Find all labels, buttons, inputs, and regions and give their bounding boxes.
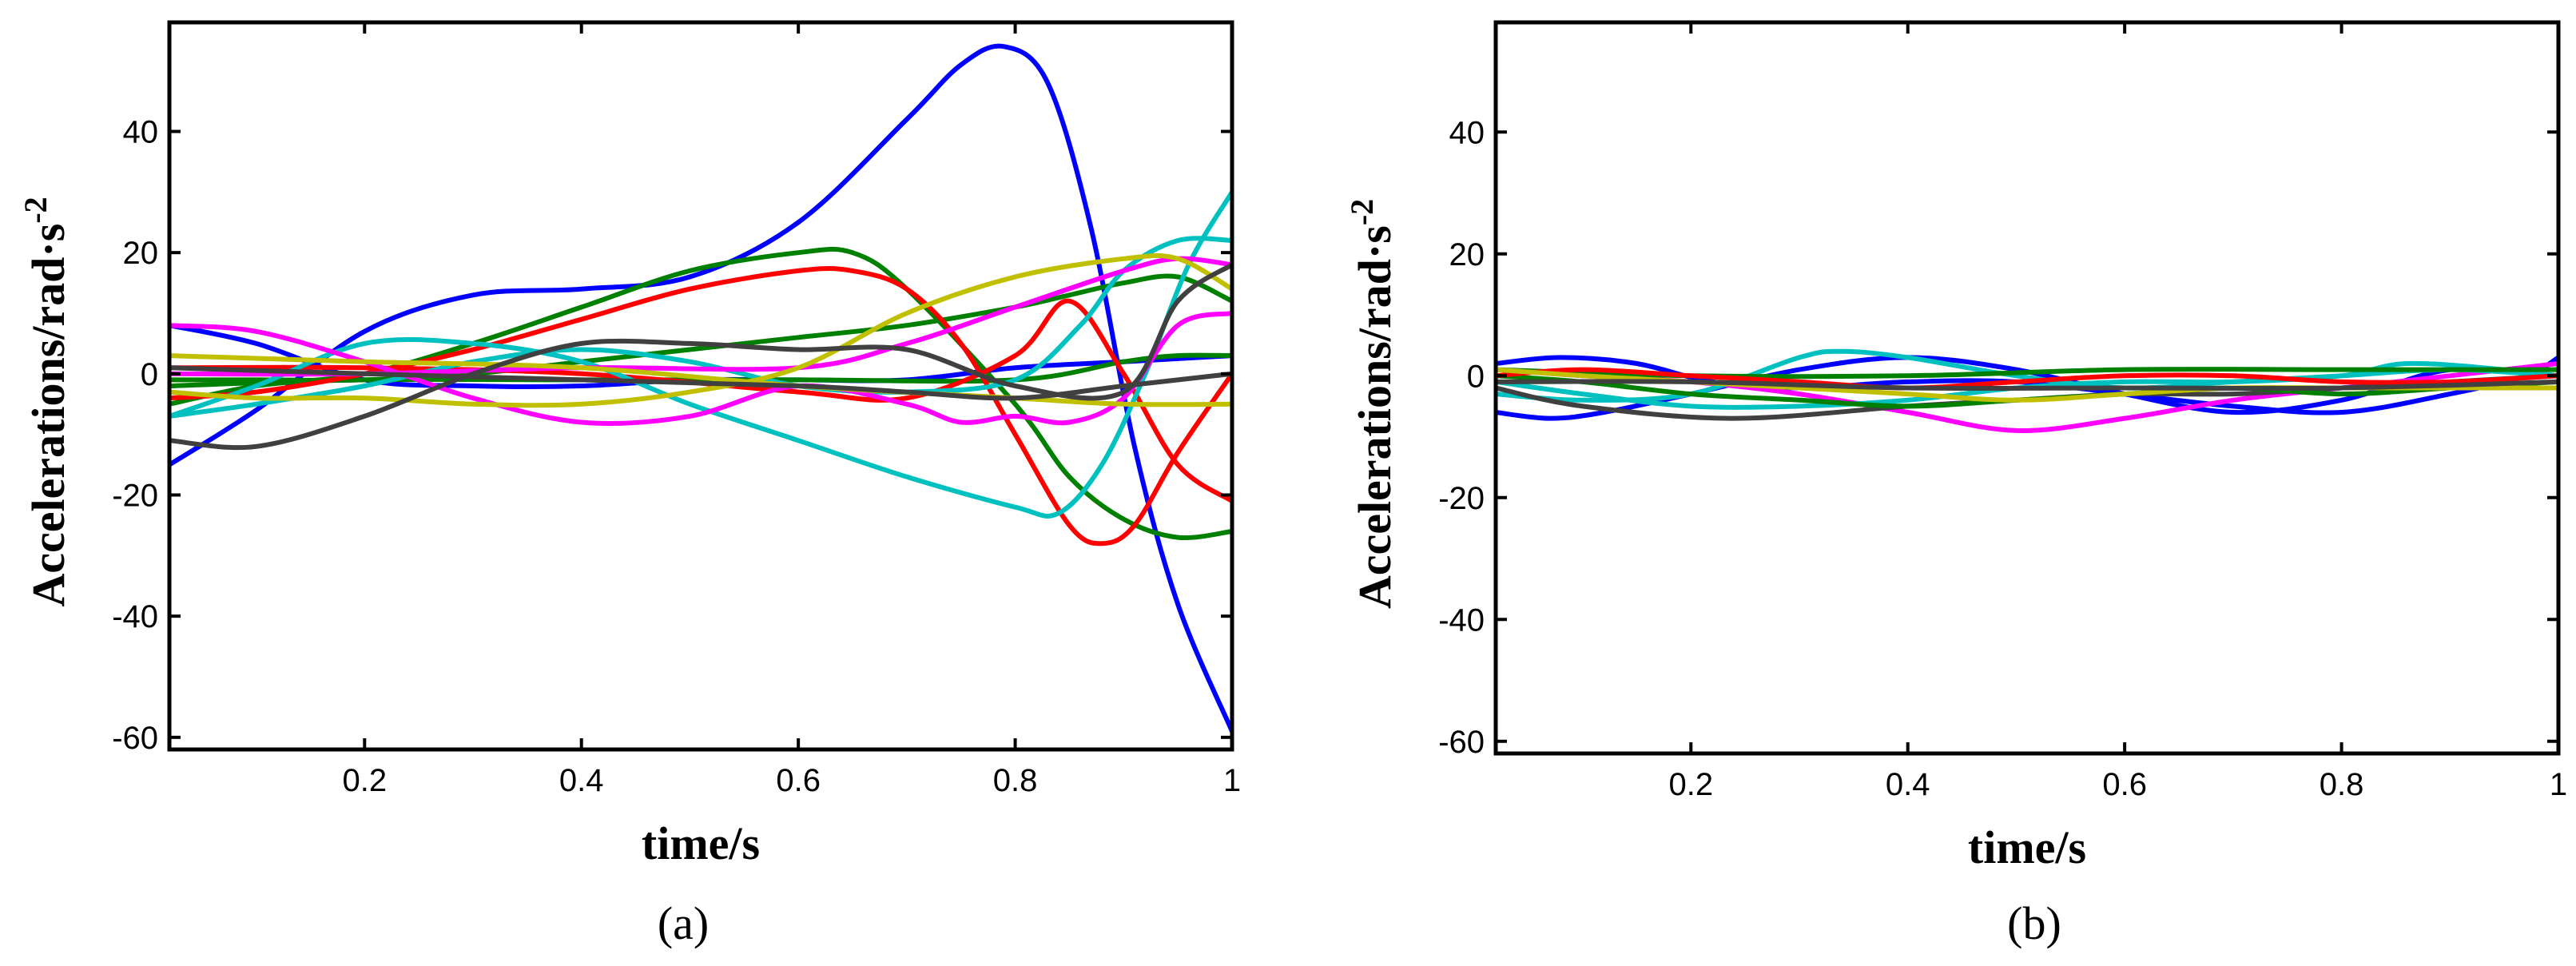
series-line-blue-1-a (169, 43, 1232, 734)
series-line-cyan-2-a (169, 236, 1232, 419)
series-line-cyan-1-a (169, 189, 1232, 519)
panel-b: 0.2 0.4 0.6 0.8 1 -60 -40 -20 0 20 40 time/s Acce… (1344, 20, 2567, 949)
y-tick-label: -20 (112, 479, 158, 514)
x-ticks-a: 0.2 0.4 0.6 0.8 1 (342, 22, 1241, 798)
series-group-a (169, 43, 1232, 734)
x-tick-label: 0.2 (1668, 767, 1713, 802)
x-tick-label: 0.8 (2320, 767, 2364, 802)
x-tick-label: 0.2 (342, 763, 387, 798)
y-tick-label: 40 (123, 115, 159, 150)
y-tick-label: -40 (1438, 602, 1485, 638)
y-ticks-a: -60 -40 -20 0 20 40 (112, 115, 1232, 756)
y-tick-label: -40 (112, 599, 158, 634)
y-axis-label-a: Accelerations/rad·s-2 (18, 197, 74, 606)
y-tick-label: 0 (1467, 359, 1485, 394)
panel-a: 0.2 0.4 0.6 0.8 1 -60 -40 -20 0 20 40 time/s Acce… (18, 20, 1241, 949)
y-tick-label: 20 (1449, 237, 1485, 272)
y-tick-label: -20 (1438, 481, 1485, 516)
series-line-red-b (1496, 367, 2558, 391)
y-tick-label: -60 (1438, 725, 1485, 760)
x-tick-label: 1 (2550, 767, 2567, 802)
y-tick-label: 20 (123, 236, 159, 271)
x-tick-label: 0.6 (776, 763, 821, 798)
x-ticks-b: 0.2 0.4 0.6 0.8 1 (1668, 22, 2567, 802)
x-tick-label: 0.6 (2102, 767, 2147, 802)
y-ticks-b: -60 -40 -20 0 20 40 (1438, 115, 2558, 760)
series-group-b (1496, 348, 2558, 433)
caption-b: (b) (2007, 897, 2061, 949)
y-tick-label: 40 (1449, 115, 1485, 150)
x-axis-label-b: time/s (1968, 821, 2086, 873)
x-tick-label: 0.4 (559, 763, 604, 798)
series-line-dark-gray-2-b (1496, 379, 2558, 392)
series-line-dark-gray-2-a (169, 365, 1232, 401)
series-line-green-3-a (169, 273, 1232, 383)
series-line-cyan-2-b (1496, 360, 2558, 410)
y-axis-label-text-a: Accelerations/rad·s (22, 224, 74, 607)
x-tick-label: 0.8 (993, 763, 1038, 798)
x-axis-label-a: time/s (642, 817, 760, 869)
caption-a: (a) (658, 897, 709, 949)
y-axis-label-b: Accelerations/rad·s-2 (1344, 199, 1401, 609)
y-axis-label-text-b: Accelerations/rad·s (1349, 225, 1401, 609)
plot-frame-a (167, 20, 1234, 752)
y-axis-label-exponent-b: -2 (1344, 199, 1380, 225)
x-tick-label: 0.4 (1886, 767, 1930, 802)
series-line-dark-gray-a (169, 262, 1232, 451)
y-axis-label-exponent-a: -2 (18, 197, 54, 223)
y-tick-label: 0 (141, 357, 158, 392)
plot-frame-b (1493, 20, 2561, 756)
x-tick-label: 1 (1223, 763, 1241, 798)
y-tick-label: -60 (112, 721, 158, 756)
